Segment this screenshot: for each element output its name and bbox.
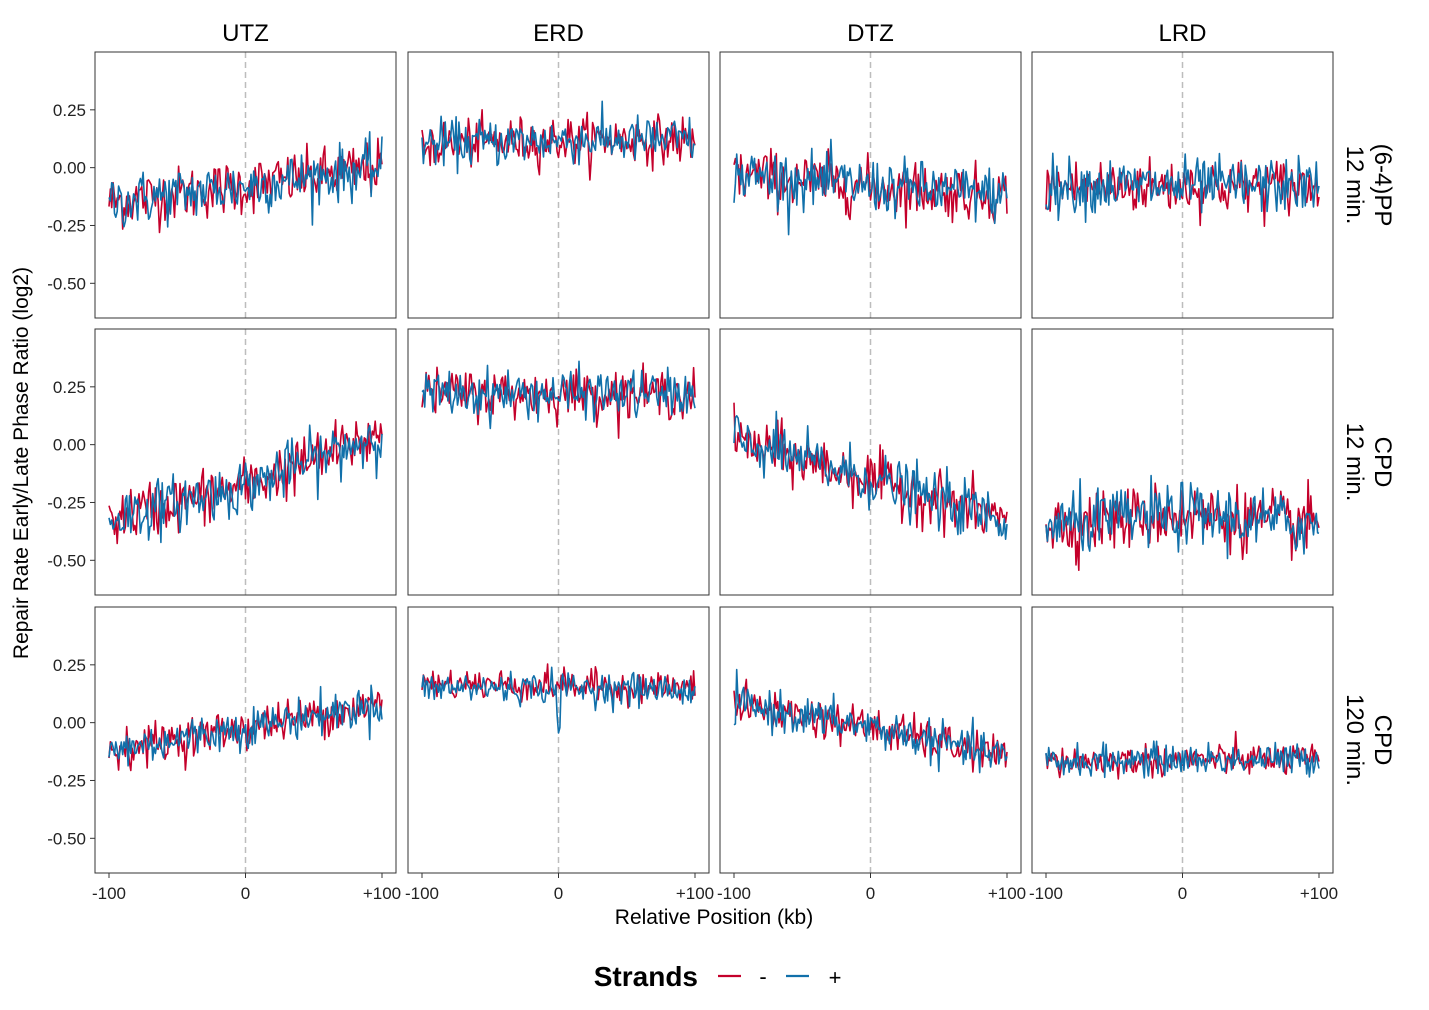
y-tick-label: 0.00: [53, 159, 86, 178]
series-line-plus: [733, 668, 1008, 774]
panel-lrd-row2: [1031, 606, 1334, 874]
panel-erd-row1: [407, 328, 710, 596]
panel-series: [1045, 730, 1320, 780]
y-tick-label: -0.25: [47, 771, 86, 790]
y-tick-label: -0.25: [47, 216, 86, 235]
column-label-erd: ERD: [533, 20, 584, 47]
panel-lrd-row0: [1031, 51, 1334, 319]
x-tick-label: 0: [241, 884, 250, 903]
panel-dtz-row2: [719, 606, 1022, 874]
x-tick-label: +100: [1300, 884, 1338, 903]
panel-utz-row1: [94, 328, 397, 596]
y-tick-label: -0.25: [47, 493, 86, 512]
series-line-minus: [733, 678, 1008, 773]
panel-border: [407, 51, 710, 319]
y-tick-label: 0.25: [53, 378, 86, 397]
series-line-plus: [1045, 474, 1320, 560]
x-tick-label: -100: [1029, 884, 1063, 903]
x-tick-label: 0: [1178, 884, 1187, 903]
panel-lrd-row1: [1031, 328, 1334, 596]
x-tick-label: 0: [866, 884, 875, 903]
panel-dtz-row1: [719, 328, 1022, 596]
panel-series: [1045, 152, 1320, 227]
panel-series: [421, 360, 696, 439]
y-tick-label: -0.50: [47, 829, 86, 848]
panel-series: [1045, 474, 1320, 571]
series-line-plus: [108, 424, 383, 544]
x-tick-label: -100: [405, 884, 439, 903]
y-tick-label: 0.25: [53, 656, 86, 675]
row-label-line2: 120 min.: [1341, 694, 1368, 786]
series-line-plus: [733, 410, 1008, 540]
series-line-plus: [421, 360, 696, 430]
y-axis-title: Repair Rate Early/Late Phase Ratio (log2…: [10, 267, 33, 659]
panel-series: [733, 668, 1008, 774]
legend: Strands - +: [594, 961, 842, 992]
row-label-line1: CPD: [1369, 715, 1396, 766]
legend-title: Strands: [594, 961, 698, 992]
x-tick-label: +100: [676, 884, 714, 903]
x-tick-label: -100: [92, 884, 126, 903]
panel-series: [108, 131, 383, 234]
y-tick-label: -0.50: [47, 274, 86, 293]
panels-layer: [94, 51, 1334, 874]
series-line-plus: [108, 131, 383, 228]
y-tick-label: -0.50: [47, 551, 86, 570]
series-line-plus: [421, 666, 696, 734]
series-line-plus: [421, 100, 696, 175]
y-tick-label: 0.00: [53, 436, 86, 455]
legend-label-minus: -: [759, 964, 766, 989]
row-label-line2: 12 min.: [1341, 146, 1368, 225]
panel-series: [421, 663, 696, 734]
panel-series: [733, 138, 1008, 236]
panel-border: [719, 51, 1022, 319]
series-line-plus: [1045, 152, 1320, 223]
panel-border: [719, 328, 1022, 596]
column-label-dtz: DTZ: [847, 20, 894, 47]
panel-dtz-row0: [719, 51, 1022, 319]
series-line-plus: [108, 684, 383, 767]
panel-series: [421, 100, 696, 181]
row-label-line1: (6-4)PP: [1369, 144, 1396, 227]
x-tick-label: +100: [988, 884, 1026, 903]
series-line-plus: [1045, 740, 1320, 779]
panel-utz-row2: [94, 606, 397, 874]
panel-border: [407, 328, 710, 596]
x-axis-title: Relative Position (kb): [615, 906, 813, 929]
row-label-line2: 12 min.: [1341, 423, 1368, 502]
panel-series: [108, 419, 383, 545]
panel-erd-row0: [407, 51, 710, 319]
column-label-utz: UTZ: [222, 20, 269, 47]
y-tick-label: 0.00: [53, 714, 86, 733]
series-line-minus: [108, 419, 383, 545]
column-label-lrd: LRD: [1158, 20, 1206, 47]
panel-utz-row0: [94, 51, 397, 319]
panel-series: [733, 402, 1008, 540]
y-tick-label: 0.25: [53, 101, 86, 120]
row-label-line1: CPD: [1369, 437, 1396, 488]
panel-erd-row2: [407, 606, 710, 874]
panel-border: [94, 328, 397, 596]
panel-border: [1031, 328, 1334, 596]
panel-border: [1031, 51, 1334, 319]
panel-series: [108, 684, 383, 772]
series-line-plus: [733, 138, 1008, 236]
panel-border: [94, 51, 397, 319]
legend-label-plus: +: [829, 965, 842, 990]
x-tick-label: -100: [717, 884, 751, 903]
x-tick-label: +100: [363, 884, 401, 903]
x-tick-label: 0: [554, 884, 563, 903]
